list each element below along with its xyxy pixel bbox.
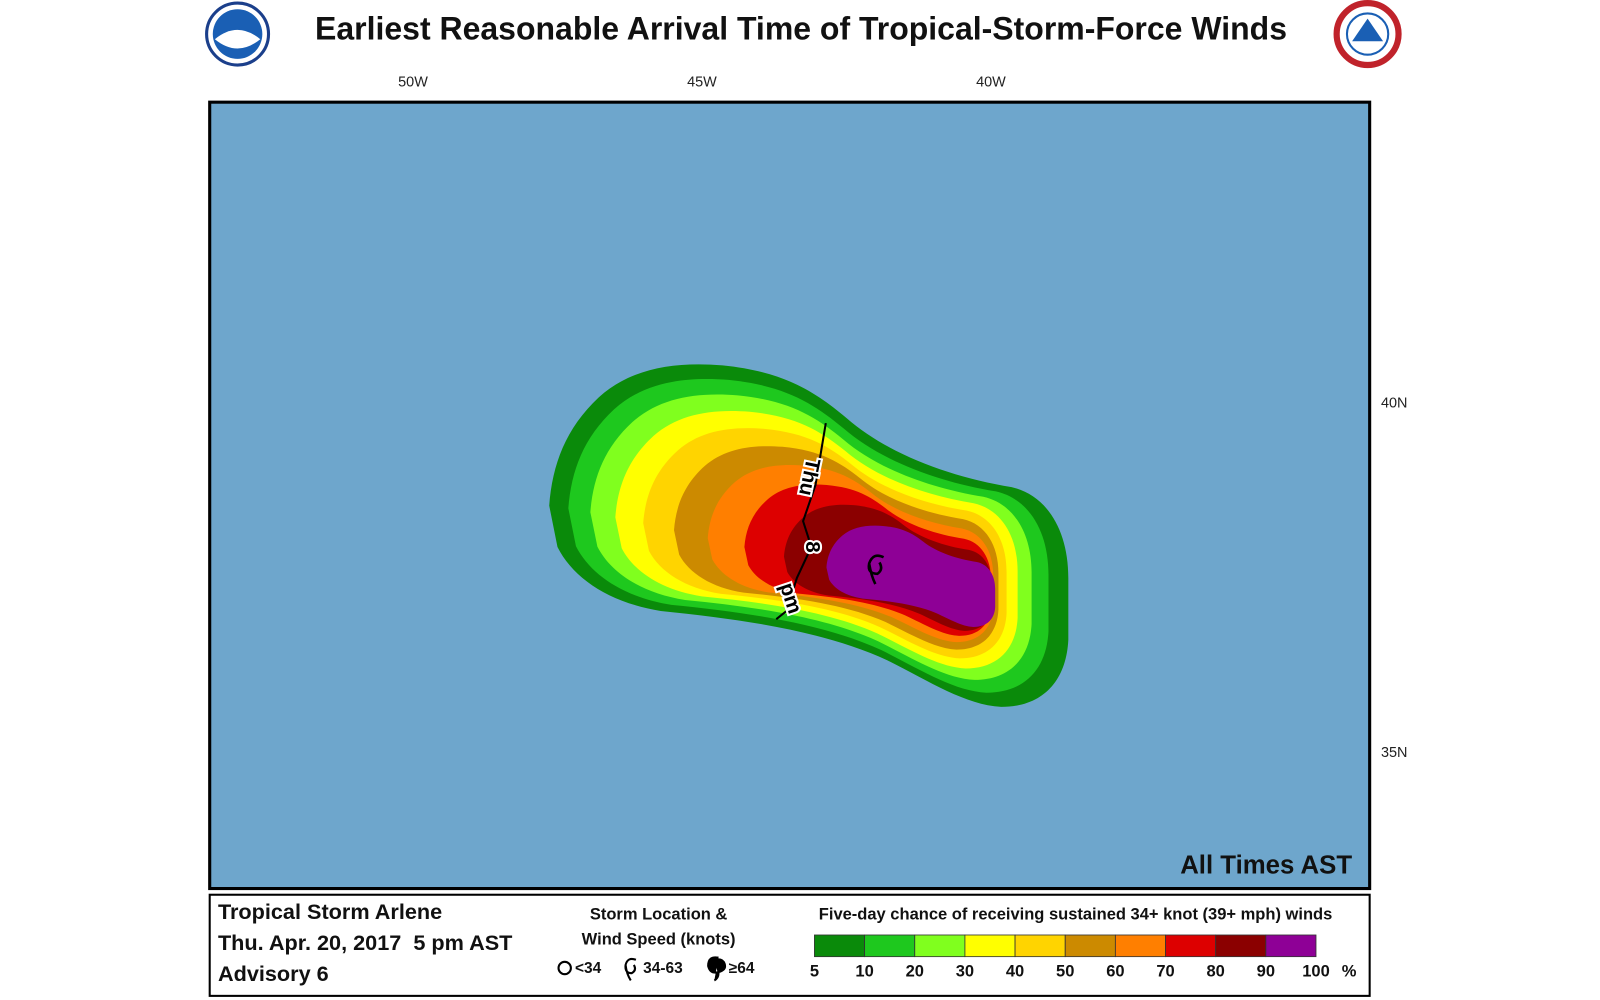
colorbar-tick-label: 5 (810, 962, 819, 980)
storm-legend-title: Storm Location & (590, 906, 728, 924)
colorbar-swatch (1215, 934, 1267, 958)
symbol-hurricane (707, 956, 727, 982)
latitude-label: 35N (1381, 745, 1408, 761)
colorbar-tick-label: 50 (1056, 962, 1074, 980)
contours (549, 364, 1069, 707)
colorbar-swatch (1265, 934, 1317, 958)
time-label: 8 (801, 541, 824, 552)
storm-legend-symbols (557, 956, 727, 982)
storm-info: Advisory 6 (218, 961, 329, 986)
storm-legend-item: <34 (575, 960, 602, 977)
probability-contour (826, 525, 996, 627)
colorbar-swatch (1014, 934, 1066, 958)
storm-info: Thu. Apr. 20, 2017 5 pm AST (218, 930, 512, 955)
colorbar-tick-label: 10 (855, 962, 873, 980)
map-frame (208, 100, 1372, 891)
symbol-depression (557, 960, 572, 976)
time-line-path (775, 422, 827, 621)
storm-legend-title: Wind Speed (knots) (582, 931, 736, 949)
colorbar-tick-label: 30 (956, 962, 974, 980)
nws-logo (1333, 0, 1402, 69)
storm-legend-item: ≥64 (729, 960, 755, 977)
colorbar-title: Five-day chance of receiving sustained 3… (819, 906, 1333, 924)
time-zone-note: All Times AST (1180, 852, 1352, 880)
colorbar-swatch (914, 934, 966, 958)
logo-bird (214, 29, 261, 49)
longitude-label: 50W (398, 74, 428, 90)
colorbar: Five-day chance of receiving sustained 3… (810, 906, 1357, 981)
noaa-logo (205, 1, 271, 67)
colorbar-tick-label: 20 (906, 962, 924, 980)
title: Earliest Reasonable Arrival Time of Trop… (315, 10, 1287, 46)
colorbar-tick-label: 60 (1106, 962, 1124, 980)
latitude-label: 40N (1381, 395, 1408, 411)
colorbar-swatch (1114, 934, 1166, 958)
colorbar-swatch (864, 934, 916, 958)
colorbar-tick-label: 80 (1207, 962, 1225, 980)
colorbar-swatch (1165, 934, 1217, 958)
colorbar-tick-label: 70 (1156, 962, 1174, 980)
colorbar-unit: % (1342, 962, 1357, 980)
storm-legend-item: 34-63 (643, 960, 683, 977)
longitude-label: 40W (976, 74, 1006, 90)
colorbar-tick-label: 40 (1006, 962, 1024, 980)
storm-info: Tropical Storm Arlene (218, 899, 442, 924)
colorbar-swatch (1064, 934, 1116, 958)
logo-cloud (1352, 18, 1384, 42)
colorbar-tick-label: 90 (1257, 962, 1275, 980)
colorbar-tick-label: 100 (1302, 962, 1330, 980)
colorbar-swatch (814, 934, 866, 958)
storm-symbol (867, 554, 885, 585)
colorbar-swatch (964, 934, 1016, 958)
longitude-label: 45W (687, 74, 717, 90)
symbol-storm (624, 957, 637, 981)
